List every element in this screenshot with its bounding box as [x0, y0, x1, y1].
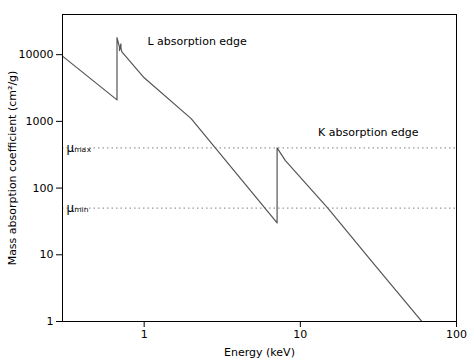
svg-text:10000: 10000 — [19, 48, 54, 61]
svg-text:10: 10 — [40, 248, 54, 261]
svg-text:μₘᵢₙ: μₘᵢₙ — [67, 201, 89, 215]
svg-text:1000: 1000 — [26, 115, 54, 128]
svg-text:100: 100 — [446, 328, 467, 341]
svg-text:L absorption edge: L absorption edge — [147, 35, 247, 48]
svg-text:1: 1 — [141, 328, 148, 341]
svg-text:μₘₐₓ: μₘₐₓ — [67, 141, 92, 155]
svg-text:1: 1 — [47, 315, 54, 328]
svg-text:Mass absorption coefficient (c: Mass absorption coefficient (cm²/g) — [6, 71, 19, 266]
svg-text:10: 10 — [293, 328, 307, 341]
svg-text:100: 100 — [33, 182, 54, 195]
svg-text:K absorption edge: K absorption edge — [318, 126, 419, 139]
svg-text:Energy (keV): Energy (keV) — [224, 346, 295, 359]
